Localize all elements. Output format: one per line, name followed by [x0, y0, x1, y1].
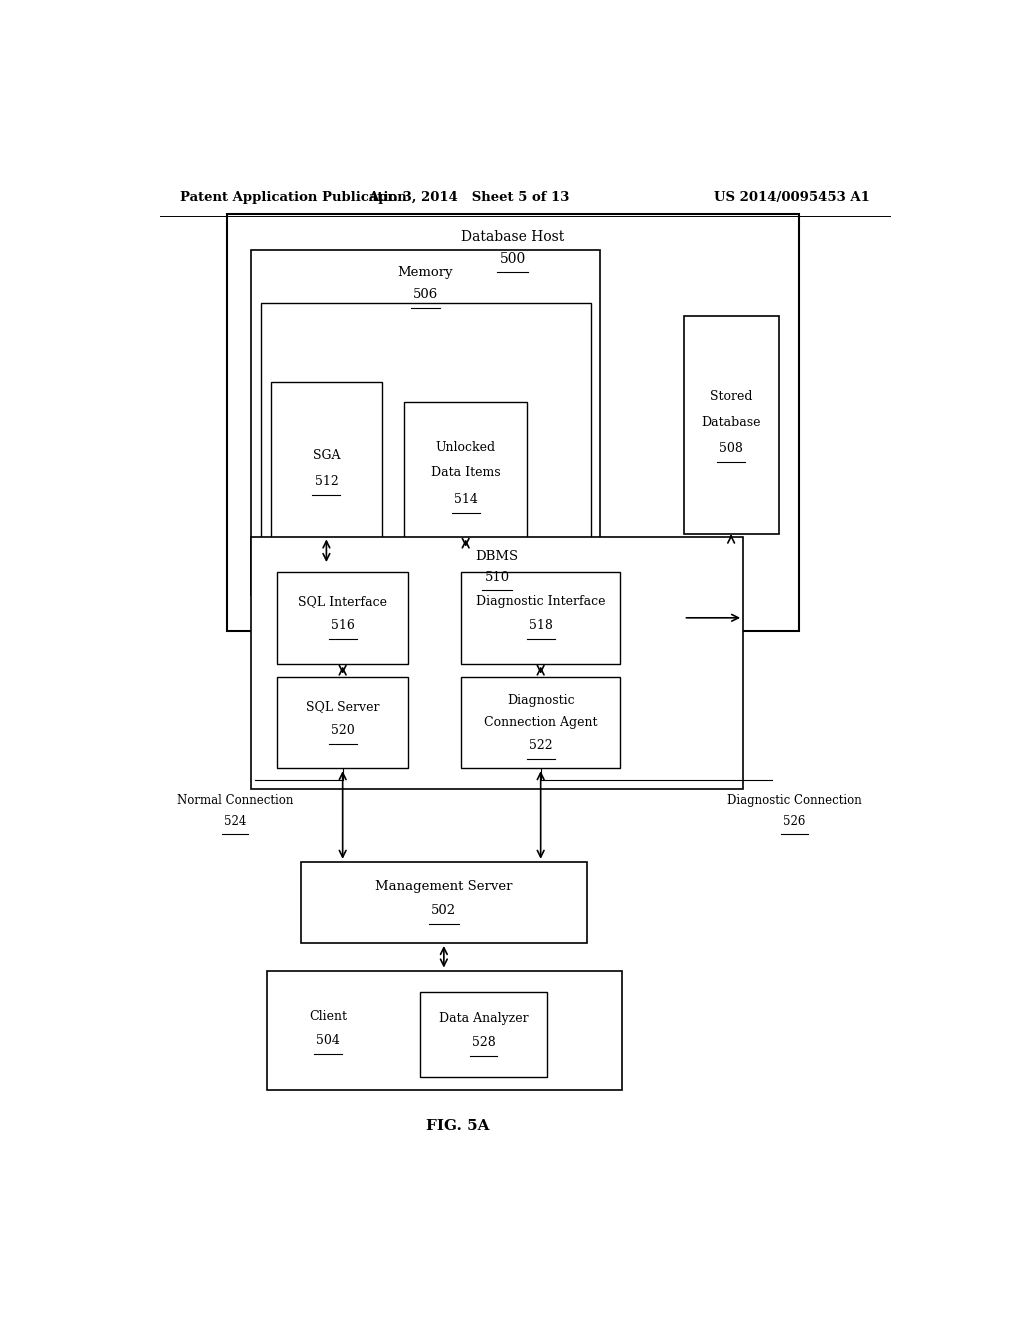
Text: US 2014/0095453 A1: US 2014/0095453 A1 — [714, 190, 870, 203]
Bar — [270, 381, 382, 565]
Bar — [251, 249, 600, 595]
Text: Data Items: Data Items — [431, 466, 501, 479]
Bar — [461, 677, 621, 768]
Text: Patent Application Publication: Patent Application Publication — [179, 190, 407, 203]
Bar — [261, 302, 591, 577]
Text: 500: 500 — [500, 252, 526, 267]
Text: 526: 526 — [783, 814, 806, 828]
Text: 502: 502 — [431, 904, 457, 917]
Bar — [404, 403, 527, 549]
Text: Diagnostic Interface: Diagnostic Interface — [476, 595, 605, 609]
Text: 520: 520 — [331, 725, 354, 737]
Bar — [684, 315, 778, 535]
Text: 518: 518 — [528, 619, 553, 632]
Text: Apr. 3, 2014   Sheet 5 of 13: Apr. 3, 2014 Sheet 5 of 13 — [369, 190, 570, 203]
Text: Data Analyzer: Data Analyzer — [438, 1011, 528, 1024]
Text: 506: 506 — [413, 288, 438, 301]
Text: FIG. 5A: FIG. 5A — [426, 1119, 489, 1133]
Text: 516: 516 — [331, 619, 354, 632]
Bar — [267, 970, 623, 1090]
Text: SQL Server: SQL Server — [306, 700, 380, 713]
Text: 512: 512 — [314, 475, 338, 488]
Bar — [461, 572, 621, 664]
Text: 528: 528 — [472, 1036, 496, 1049]
Bar — [278, 677, 409, 768]
Bar — [301, 862, 587, 942]
Text: Diagnostic Connection: Diagnostic Connection — [727, 795, 862, 808]
Text: 524: 524 — [224, 814, 247, 828]
Bar — [227, 214, 799, 631]
Text: Diagnostic: Diagnostic — [507, 693, 574, 706]
Text: Management Server: Management Server — [375, 879, 513, 892]
Text: SGA: SGA — [312, 449, 340, 462]
Text: Database Host: Database Host — [461, 230, 564, 244]
Text: 508: 508 — [719, 442, 743, 455]
Text: Connection Agent: Connection Agent — [484, 715, 597, 729]
Text: Client: Client — [309, 1010, 347, 1023]
Bar — [278, 572, 409, 664]
Text: Memory: Memory — [397, 265, 454, 279]
Text: 522: 522 — [528, 739, 553, 752]
Text: DBMS: DBMS — [475, 550, 518, 564]
Text: Unlocked: Unlocked — [435, 441, 496, 454]
Bar — [251, 536, 743, 788]
Text: Stored: Stored — [710, 391, 753, 403]
Text: Database: Database — [701, 416, 761, 429]
Text: 510: 510 — [484, 570, 510, 583]
Text: Normal Connection: Normal Connection — [177, 795, 293, 808]
Text: SQL Interface: SQL Interface — [298, 595, 387, 609]
Text: 514: 514 — [454, 492, 477, 506]
Text: 504: 504 — [316, 1034, 340, 1047]
Bar — [420, 991, 547, 1077]
